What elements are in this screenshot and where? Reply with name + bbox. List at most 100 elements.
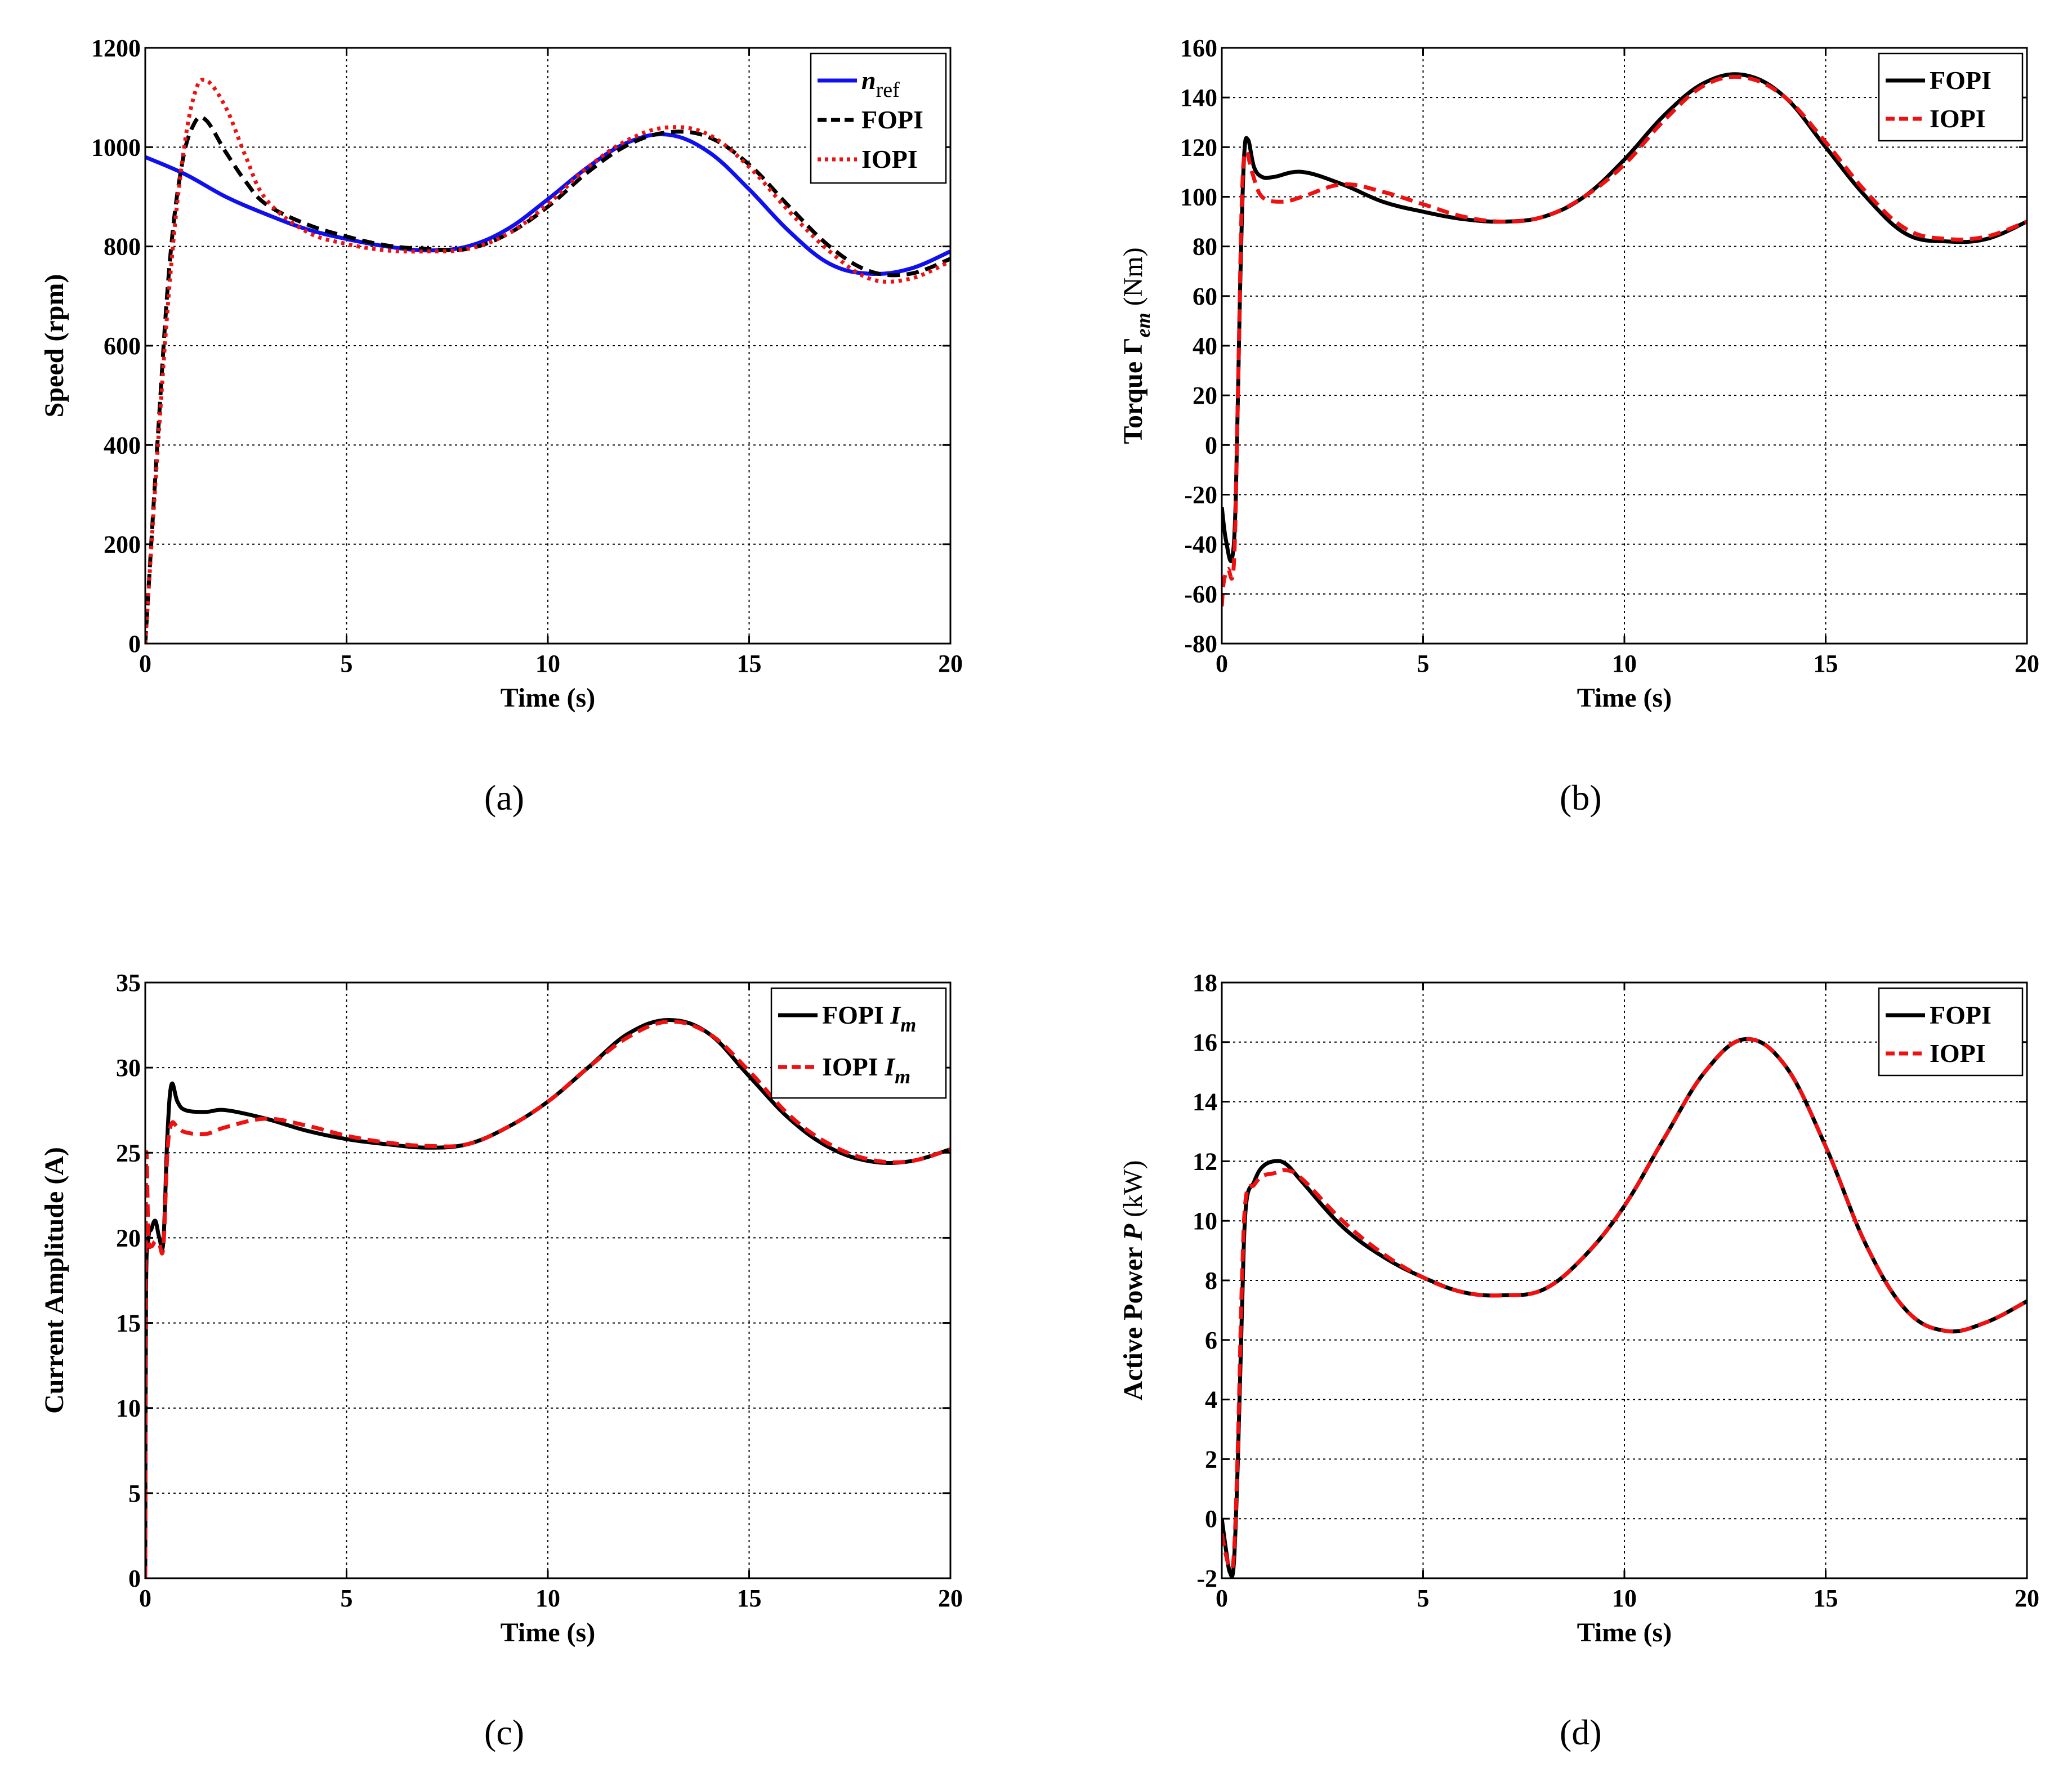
y-axis-label: Torque Γem (Nm) <box>1118 247 1154 444</box>
series-line-iopi <box>145 78 950 644</box>
y-tick-label: 15 <box>116 1310 141 1337</box>
x-axis-label: Time (s) <box>501 1618 595 1648</box>
y-tick-label: 160 <box>1180 34 1217 62</box>
power-chart-panel: 0 5 10 15 20 -2 0 2 4 6 8 10 12 14 16 18 Time (s) Active … <box>1070 935 2072 1681</box>
caption-c: (c) <box>484 1712 525 1752</box>
y-tick-label: 8 <box>1205 1267 1217 1294</box>
torque-chart-panel: 0 5 10 15 20 -80 -60 -40 -20 0 20 40 60 80 100 120 140 16… <box>1070 0 2072 746</box>
x-tick-label: 0 <box>1216 650 1228 677</box>
current-chart: 0 5 10 15 20 0 5 10 15 20 25 30 35 Time (s) Current Am… <box>39 969 963 1648</box>
y-tick-label: 2 <box>1205 1445 1217 1473</box>
x-axis-label: Time (s) <box>1577 1618 1672 1648</box>
series-group <box>145 1018 950 1578</box>
y-tick-label: -40 <box>1184 531 1217 559</box>
y-tick-label: 140 <box>1180 84 1217 111</box>
legend-label-fopi: FOPI <box>861 105 923 134</box>
series-line-iopi <box>1222 1037 2027 1571</box>
y-tick-label: 5 <box>128 1480 141 1507</box>
torque-chart: 0 5 10 15 20 -80 -60 -40 -20 0 20 40 60 80 100 120 140 16… <box>1118 34 2039 713</box>
y-tick-label: 10 <box>116 1395 141 1422</box>
y-tick-label: 30 <box>116 1054 141 1082</box>
y-tick-label: 0 <box>1205 1505 1217 1533</box>
y-tick-label: 0 <box>1205 431 1217 459</box>
series-line-fopi <box>145 115 950 644</box>
y-tick-label: 1000 <box>91 133 141 161</box>
legend-label-fopi-im: FOPI Im <box>822 1001 916 1036</box>
y-tick-label: 400 <box>104 431 141 459</box>
y-tick-label: 100 <box>1180 184 1217 211</box>
y-tick-label: 200 <box>104 531 141 559</box>
y-tick-label: 800 <box>104 233 141 261</box>
y-tick-label: 18 <box>1193 969 1217 997</box>
x-tick-label: 0 <box>139 650 151 677</box>
series-group <box>1222 1037 2027 1578</box>
x-tick-label: 10 <box>1612 650 1637 677</box>
y-tick-label: 14 <box>1193 1088 1217 1116</box>
x-tick-label: 10 <box>1612 1584 1637 1612</box>
series-group <box>1222 72 2027 607</box>
y-tick-label: -20 <box>1184 481 1217 509</box>
y-tick-label: 20 <box>1193 382 1217 409</box>
y-axis-label: Speed (rpm) <box>39 274 69 418</box>
x-axis-label: Time (s) <box>1577 683 1672 713</box>
legend: nref FOPI IOPI <box>810 52 947 184</box>
legend: FOPI IOPI <box>1878 52 2024 142</box>
y-tick-label: 60 <box>1193 283 1217 310</box>
legend-label-iopi: IOPI <box>861 145 918 173</box>
legend-label-fopi: FOPI <box>1930 66 1991 95</box>
caption-b: (b) <box>1560 778 1602 818</box>
y-tick-label: 120 <box>1180 133 1217 161</box>
y-tick-label: -2 <box>1196 1565 1217 1592</box>
legend: FOPI IOPI <box>1878 987 2024 1077</box>
y-tick-label: 1200 <box>91 34 141 62</box>
x-tick-label: 10 <box>535 650 560 677</box>
y-tick-label: 0 <box>128 630 141 658</box>
y-tick-label: 25 <box>116 1139 141 1167</box>
legend-box <box>770 987 947 1099</box>
y-tick-label: 20 <box>116 1224 141 1252</box>
y-tick-label: 12 <box>1193 1148 1217 1175</box>
legend-box <box>1878 52 2024 142</box>
y-tick-label: 10 <box>1193 1207 1217 1235</box>
y-tick-label: 4 <box>1205 1386 1217 1414</box>
legend-label-iopi-im: IOPI Im <box>822 1052 910 1088</box>
x-tick-label: 15 <box>1814 1584 1838 1612</box>
y-tick-label: 40 <box>1193 332 1217 360</box>
caption-a: (a) <box>484 778 525 818</box>
y-tick-label: 600 <box>104 332 141 360</box>
y-tick-label: -60 <box>1184 581 1217 608</box>
legend-label-iopi: IOPI <box>1930 1039 1986 1068</box>
legend-box <box>1878 987 2024 1077</box>
y-tick-label: 35 <box>116 969 141 997</box>
series-line-n-ref <box>145 132 950 276</box>
legend-label-iopi: IOPI <box>1930 104 1986 133</box>
x-tick-label: 20 <box>938 1584 963 1612</box>
x-tick-label: 5 <box>341 1584 353 1612</box>
x-axis-label: Time (s) <box>501 683 595 713</box>
series-line-iopi <box>1222 74 2027 607</box>
y-tick-label: 0 <box>128 1565 141 1592</box>
x-tick-label: 15 <box>737 1584 762 1612</box>
x-tick-label: 20 <box>2015 650 2039 677</box>
x-tick-label: 20 <box>2015 1584 2039 1612</box>
x-tick-label: 0 <box>139 1584 151 1612</box>
x-tick-label: 0 <box>1216 1584 1228 1612</box>
y-axis-label: Active Power P (kW) <box>1118 1160 1148 1401</box>
x-tick-label: 5 <box>1417 1584 1430 1612</box>
series-line-iopi-im <box>145 1019 950 1578</box>
y-tick-label: -80 <box>1184 630 1217 658</box>
legend-label-n-ref: nref <box>861 66 900 102</box>
y-tick-label: 6 <box>1205 1327 1217 1354</box>
series-line-fopi-im <box>145 1018 950 1578</box>
x-tick-label: 15 <box>737 650 762 677</box>
legend: FOPI Im IOPI Im <box>770 987 947 1099</box>
x-tick-label: 5 <box>341 650 353 677</box>
series-group <box>145 78 950 644</box>
y-tick-label: 80 <box>1193 233 1217 261</box>
x-tick-label: 20 <box>938 650 963 677</box>
speed-chart-panel: 0 5 10 15 20 0 200 400 600 800 1000 1200 Time (s) Spe… <box>0 0 1013 746</box>
y-tick-label: 16 <box>1193 1029 1217 1056</box>
x-tick-label: 15 <box>1814 650 1838 677</box>
